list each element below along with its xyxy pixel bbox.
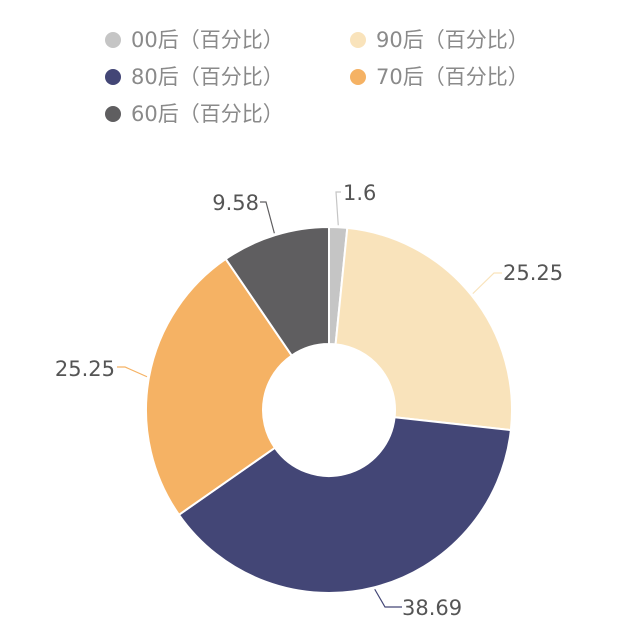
donut-slice[interactable]	[177, 416, 512, 594]
legend-label: 00后（百分比）	[131, 28, 284, 52]
legend-item[interactable]: 70后（百分比）	[350, 65, 529, 89]
legend-marker	[105, 106, 121, 122]
legend-item[interactable]: 00后（百分比）	[105, 28, 284, 52]
legend-marker	[105, 32, 121, 48]
label-leader-lines	[117, 191, 502, 608]
donut-slice[interactable]	[145, 257, 294, 517]
leader-line	[335, 191, 341, 226]
data-label: 25.25	[55, 357, 115, 381]
chart-legend: 00后（百分比） 90后（百分比） 80后（百分比） 70后（百分比） 60后（百分比）	[105, 28, 529, 126]
legend-label: 70后（百分比）	[376, 65, 529, 89]
legend-marker	[350, 32, 366, 48]
donut-slices	[145, 225, 513, 594]
leader-line	[472, 272, 502, 295]
legend-label: 90后（百分比）	[376, 28, 529, 52]
legend-marker	[105, 69, 121, 85]
donut-slice[interactable]	[224, 225, 330, 357]
legend-label: 80后（百分比）	[131, 65, 284, 89]
data-label: 25.25	[503, 261, 563, 285]
data-label: 9.58	[212, 191, 259, 215]
data-label: 38.69	[402, 596, 462, 620]
leader-line	[374, 588, 402, 608]
legend-marker	[350, 69, 366, 85]
legend-item[interactable]: 80后（百分比）	[105, 65, 284, 89]
data-labels: 1.6 25.25 38.69 25.25 9.58	[55, 181, 563, 620]
data-label: 1.6	[343, 181, 376, 205]
legend-item[interactable]: 90后（百分比）	[350, 28, 529, 52]
leader-line	[260, 201, 275, 234]
legend-label: 60后（百分比）	[131, 102, 284, 126]
leader-line	[117, 366, 148, 378]
legend-item[interactable]: 60后（百分比）	[105, 102, 284, 126]
donut-slice[interactable]	[334, 226, 513, 432]
